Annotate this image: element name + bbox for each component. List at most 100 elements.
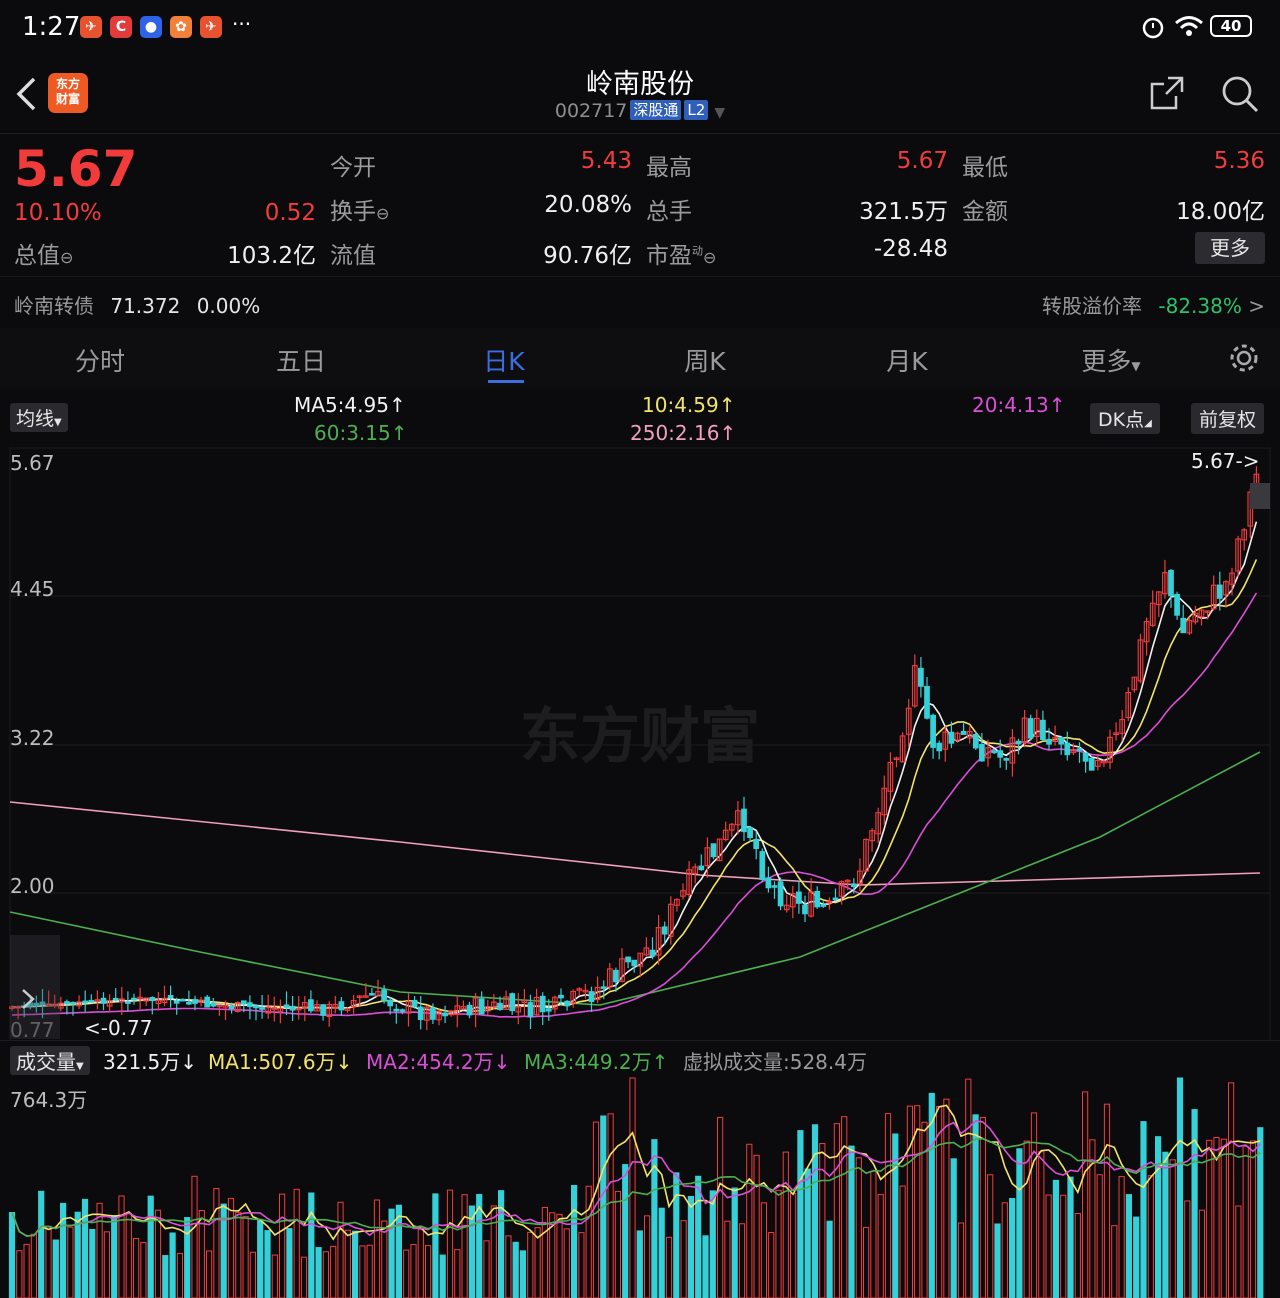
dropdown-icon: ▼ (1131, 359, 1141, 373)
y-label-min: 0.77 (10, 1018, 55, 1042)
tab-intraday[interactable]: 分时 (74, 347, 125, 376)
volume-bar (89, 1228, 96, 1298)
candle (350, 999, 357, 1008)
volume-bar (1016, 1148, 1023, 1298)
volume-selector[interactable]: 成交量▼ (10, 1046, 90, 1075)
candle (33, 1002, 40, 1007)
convertible-bond-row[interactable]: 岭南转债 71.372 0.00% (14, 290, 260, 319)
candle (1107, 736, 1113, 763)
volume-bar (300, 1256, 308, 1298)
candle (51, 1003, 58, 1007)
dk-point-button[interactable]: DK点◢ (1090, 403, 1160, 434)
volume-bar (811, 1124, 819, 1298)
volume-bar (213, 1188, 220, 1298)
volume-ma1: MA1:507.6万↓ (208, 1050, 353, 1074)
volume-bar (1096, 1174, 1103, 1298)
candle (491, 1001, 497, 1008)
scroll-handle[interactable] (1250, 483, 1270, 509)
tab-more[interactable]: 更多▼ (1081, 347, 1141, 376)
candle (1076, 748, 1083, 751)
volume-bar (461, 1194, 468, 1298)
stock-code-row[interactable]: 002717 深股通 L2 ▼ (0, 100, 1280, 122)
candle (204, 996, 211, 1008)
kline-chart[interactable]: 东方财富 5.67 4.45 3.22 2.00 0.77 5.67-> <-0… (0, 447, 1280, 1042)
settings-icon[interactable] (1228, 342, 1260, 374)
expand-icon[interactable] (18, 987, 38, 1011)
candle (253, 1005, 259, 1009)
volume-bar (30, 1233, 37, 1298)
search-icon[interactable] (1220, 74, 1260, 114)
candle (771, 885, 778, 888)
candle (942, 731, 949, 750)
candle (234, 1001, 241, 1013)
candle (1052, 736, 1058, 743)
candle (552, 996, 558, 1010)
candle (417, 1006, 424, 1021)
left-panel[interactable] (10, 935, 60, 1039)
volume-bar (169, 1232, 176, 1298)
volume-bar (819, 1143, 826, 1298)
volume-bar (1140, 1121, 1147, 1298)
candle (649, 949, 656, 957)
candle (661, 926, 668, 935)
volume-bar (541, 1206, 548, 1298)
info-icon[interactable]: ⊖ (703, 248, 717, 267)
candle (1101, 760, 1107, 764)
more-notifications: ··· (232, 12, 252, 36)
tab-weekly-k[interactable]: 周K (684, 347, 726, 376)
candle (76, 1001, 82, 1007)
share-icon[interactable] (1148, 74, 1186, 112)
low-marker: <-0.77 (84, 1016, 153, 1040)
volume-bar (147, 1195, 154, 1298)
candle (954, 732, 961, 741)
candle (503, 996, 509, 1010)
volume-bar (16, 1250, 23, 1298)
stock-code: 002717 (554, 100, 628, 122)
tab-monthly-k[interactable]: 月K (886, 347, 928, 376)
ma-selector[interactable]: 均线▼ (10, 403, 68, 432)
volume-bar (1162, 1151, 1169, 1298)
candle (1119, 718, 1126, 734)
candle (655, 927, 662, 956)
volume-bar (81, 1198, 89, 1298)
volume-bar (176, 1252, 184, 1298)
volume-bar (206, 1250, 213, 1298)
volume-bar (1001, 1202, 1008, 1298)
volume-bar (622, 1164, 629, 1298)
candle (472, 997, 479, 1015)
volume-bar (658, 1207, 665, 1298)
tab-daily-k[interactable]: 日K (483, 347, 525, 376)
candle (966, 730, 973, 739)
candle (1009, 737, 1016, 764)
info-icon[interactable]: ⊖ (376, 204, 390, 223)
adjust-price-button[interactable]: 前复权 (1191, 403, 1265, 434)
conversion-premium[interactable]: 转股溢价率 -82.38% > (1042, 294, 1265, 318)
candle (295, 1007, 302, 1011)
back-icon[interactable] (14, 76, 38, 112)
candle (466, 1004, 473, 1016)
volume-bar (286, 1228, 293, 1298)
tab-five-day[interactable]: 五日 (275, 347, 326, 376)
volume-bar (724, 1220, 731, 1298)
candle (1216, 584, 1223, 599)
high-label: 最高 (646, 155, 692, 181)
candle (369, 993, 375, 996)
volume-bar (227, 1197, 235, 1298)
candle (1064, 742, 1071, 756)
volume-bar (797, 1130, 804, 1298)
volume-bar (1228, 1082, 1235, 1298)
more-button[interactable]: 更多 (1195, 232, 1265, 264)
volume-bar (359, 1245, 366, 1298)
candle (698, 865, 705, 871)
info-icon[interactable]: ⊖ (60, 248, 74, 267)
volume-bar (1052, 1179, 1060, 1298)
candle (387, 999, 394, 1007)
volume-bar (556, 1213, 563, 1298)
volume-bar (644, 1215, 651, 1298)
notification-icon: ✈ (80, 16, 102, 38)
market-cap-label: 总值⊖ (14, 243, 74, 269)
chevron-right-icon: > (1248, 294, 1265, 318)
volume-chart[interactable]: 764.3万 (0, 1076, 1280, 1298)
candle (1021, 717, 1028, 744)
watermark: 东方财富 (520, 702, 760, 772)
